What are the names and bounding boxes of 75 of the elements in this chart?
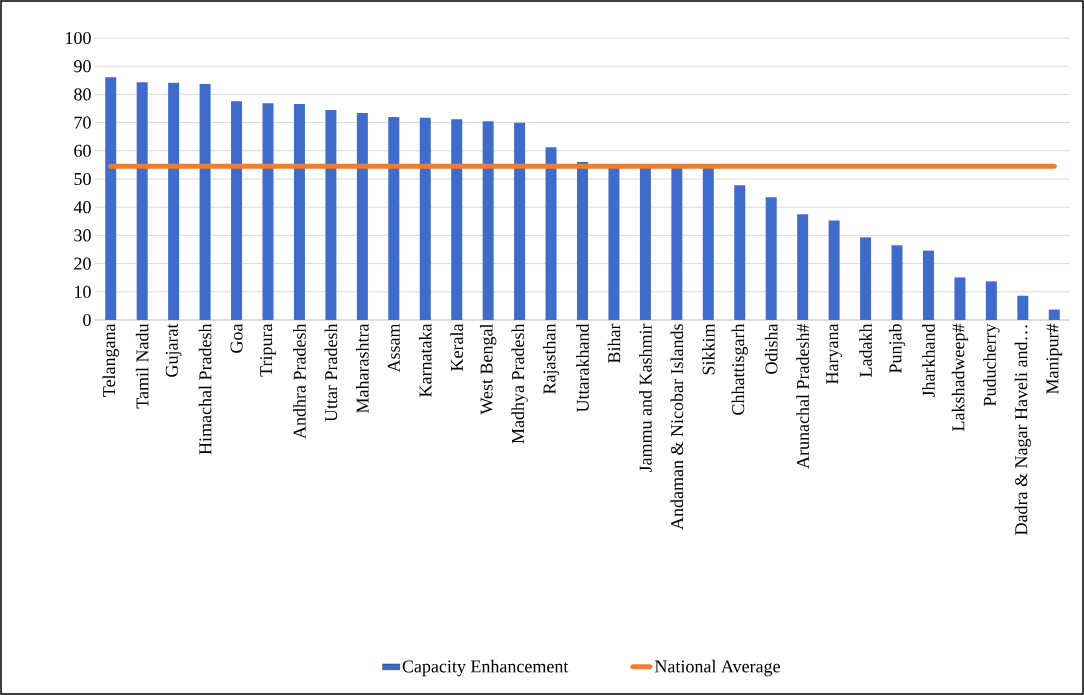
x-tick-label: Jammu and Kashmir bbox=[639, 323, 652, 473]
x-tick-label: Telangana bbox=[102, 323, 119, 397]
y-tick-label: 30 bbox=[74, 229, 91, 242]
bar bbox=[514, 122, 526, 320]
bar bbox=[419, 117, 431, 320]
y-tick-label: 50 bbox=[74, 172, 91, 186]
bar bbox=[702, 167, 714, 320]
bar bbox=[577, 162, 588, 320]
x-tick-label: Bihar bbox=[607, 323, 621, 363]
bar bbox=[828, 220, 840, 320]
x-tick-label: Haryana bbox=[826, 323, 842, 384]
bar bbox=[922, 250, 934, 320]
legend-label: Capacity Enhancement bbox=[402, 659, 569, 677]
bar bbox=[482, 121, 494, 320]
x-tick-label: Goa bbox=[230, 323, 243, 353]
x-tick-label: Karnataka bbox=[418, 323, 432, 397]
bar bbox=[954, 277, 966, 320]
y-tick-label: 60 bbox=[74, 144, 91, 157]
bar bbox=[231, 101, 243, 320]
bar bbox=[1017, 295, 1029, 320]
bar bbox=[105, 77, 117, 320]
x-tick-label: Madhya Pradesh bbox=[511, 323, 528, 444]
x-tick-label: Dadra & Nagar Haveli and… bbox=[1014, 325, 1032, 535]
bar bbox=[797, 214, 809, 320]
bar bbox=[199, 83, 211, 320]
y-tick-label: 0 bbox=[83, 313, 91, 327]
bar bbox=[639, 167, 651, 320]
y-tick-label: 90 bbox=[74, 60, 91, 73]
y-tick-label: 80 bbox=[74, 88, 91, 101]
bar bbox=[325, 109, 337, 320]
bar bbox=[985, 281, 997, 320]
x-tick-label: Maharashtra bbox=[356, 323, 369, 413]
bar bbox=[671, 167, 683, 320]
x-tick-label: Punjab bbox=[888, 324, 906, 374]
x-tick-label: Uttar Pradesh bbox=[324, 323, 338, 422]
x-tick-label: Andaman & Nicobar Islands bbox=[670, 324, 684, 530]
bar bbox=[168, 82, 180, 320]
x-tick-label: Sikkim bbox=[701, 323, 715, 375]
bar bbox=[860, 237, 872, 320]
bar bbox=[451, 119, 463, 320]
x-tick-label: Rajasthan bbox=[542, 323, 560, 394]
x-tick-label: Jharkhand bbox=[922, 323, 935, 398]
legend-label: National Average bbox=[654, 659, 780, 677]
x-tick-label: Uttarakhand bbox=[576, 323, 589, 413]
x-tick-label: Assam bbox=[387, 323, 400, 373]
y-tick-label: 10 bbox=[75, 285, 91, 298]
bar bbox=[356, 113, 368, 320]
bar bbox=[1048, 309, 1060, 320]
x-tick-label: Puducherry bbox=[983, 323, 1000, 406]
bar bbox=[136, 82, 148, 320]
x-tick-label: Odisha bbox=[764, 323, 778, 374]
x-tick-label: Andhra Pradesh bbox=[293, 323, 306, 439]
x-tick-label: Ladakh bbox=[859, 323, 872, 377]
bar bbox=[388, 116, 400, 320]
bar bbox=[608, 167, 620, 320]
x-tick-label: Gujarat bbox=[165, 323, 182, 377]
x-tick-label: Tamil Nadu bbox=[135, 323, 149, 409]
x-tick-label: Himachal Pradesh bbox=[198, 323, 212, 455]
bar bbox=[734, 185, 746, 320]
y-tick-label: 100 bbox=[66, 31, 91, 45]
bar bbox=[545, 147, 557, 320]
x-tick-label: Lakshadweep# bbox=[951, 323, 969, 431]
x-tick-label: Kerala bbox=[450, 323, 464, 371]
x-tick-label: Manipur# bbox=[1046, 323, 1063, 394]
x-tick-label: Arunachal Pradesh# bbox=[796, 323, 809, 469]
x-tick-label: Tripura bbox=[260, 323, 276, 377]
y-tick-label: 70 bbox=[74, 116, 91, 129]
y-tick-label: 20 bbox=[74, 257, 91, 270]
x-tick-label: West Bengal bbox=[479, 323, 497, 415]
bar bbox=[891, 245, 903, 320]
bar bbox=[293, 103, 305, 320]
y-tick-label: 40 bbox=[73, 201, 91, 214]
bar bbox=[765, 197, 777, 320]
x-tick-label: Chhattisgarh bbox=[731, 323, 748, 415]
bar bbox=[262, 103, 274, 320]
